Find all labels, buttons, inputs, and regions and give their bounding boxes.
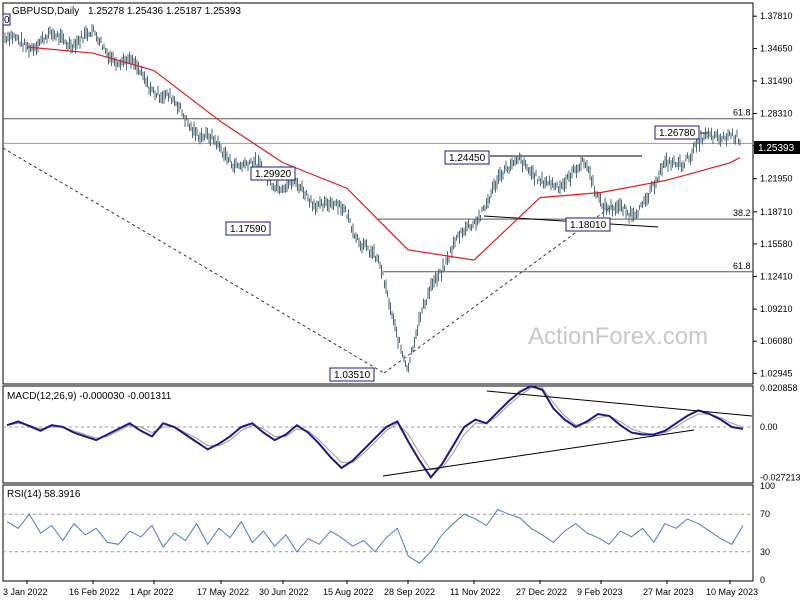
symbol-timeframe: GBPUSD,Daily [12, 6, 79, 17]
macd-tick-label: -0.027213 [760, 473, 800, 483]
macd-axis: 0.020858 0.00 -0.027213 [760, 383, 800, 483]
time-tick-label: 28 Sep 2022 [384, 587, 435, 597]
annotation-129920: 1.29920 [250, 166, 296, 181]
rsi-tick-label: 70 [760, 509, 770, 519]
macd-lower-trendline [382, 429, 695, 477]
time-tick-label: 27 Dec 2022 [516, 587, 567, 597]
time-tick-label: 17 May 2022 [197, 587, 249, 597]
price-tick-label: 1.09210 [760, 304, 793, 314]
price-tick-label: 1.18710 [760, 207, 793, 217]
rsi-tick-label: 100 [760, 481, 775, 491]
time-tick-label: 10 May 2023 [706, 587, 758, 597]
time-tick-label: 16 Feb 2022 [69, 587, 120, 597]
current-price-label: 1.25393 [758, 143, 795, 154]
rsi-panel [2, 484, 754, 582]
price-panel [2, 2, 754, 385]
watermark: ActionForex.com [528, 323, 708, 350]
ohlc-readout: 1.25278 1.25436 1.25187 1.25393 [88, 6, 241, 17]
annotation-label: 1.29920 [255, 169, 292, 180]
annotation-label: 1.24450 [449, 153, 486, 164]
current-price-tag: 1.25393 [754, 141, 800, 154]
price-tick-label: 1.15580 [760, 239, 793, 249]
price-tick-label: 1.28310 [760, 109, 793, 119]
moving-average-line [26, 46, 741, 261]
annotation-126780: 1.26780 [654, 125, 700, 140]
price-tick-label: 1.37810 [760, 11, 793, 21]
corner-label: 0 [4, 15, 10, 26]
corner-label-box [2, 13, 11, 26]
price-tick-label: 1.12410 [760, 271, 793, 281]
rsi-tick-label: 30 [760, 547, 770, 557]
dashed-trendline-down [2, 147, 385, 374]
time-tick-label: 3 Jan 2022 [3, 587, 48, 597]
time-axis: 3 Jan 2022 16 Feb 2022 1 Apr 2022 17 May 20… [3, 580, 758, 597]
rsi-level-lines [3, 513, 753, 553]
macd-main-line [6, 385, 744, 479]
annotation-117590: 1.17590 [225, 221, 271, 236]
annotation-118010: 1.18010 [565, 217, 611, 232]
time-tick-label: 1 Apr 2022 [130, 587, 174, 597]
time-tick-label: 11 Nov 2022 [450, 587, 500, 597]
annotation-label: 1.18010 [570, 220, 607, 231]
annotation-label: 1.26780 [659, 128, 696, 139]
fib-level-label: 61.8 [733, 261, 751, 271]
price-tick-label: 1.02945 [760, 368, 793, 378]
fib-level-label: 38.2 [733, 208, 751, 218]
fib-level-label: 61.8 [733, 108, 751, 118]
annotation-103510: 1.03510 [329, 367, 375, 382]
price-bars [4, 23, 741, 373]
macd-title: MACD(12,26,9) -0.000030 -0.001311 [7, 391, 172, 402]
annotation-label: 1.03510 [334, 370, 371, 381]
rsi-axis: 100 70 30 0 [760, 481, 775, 585]
fibonacci-levels: 61.8 38.2 61.8 [3, 108, 753, 273]
time-tick-label: 27 Mar 2023 [643, 587, 694, 597]
price-tick-label: 1.21950 [760, 174, 793, 184]
rsi-line [6, 508, 744, 564]
time-tick-label: 30 Jun 2022 [259, 587, 309, 597]
time-tick-label: 15 Aug 2022 [323, 587, 374, 597]
annotation-124450: 1.24450 [444, 150, 490, 165]
rsi-tick-label: 0 [760, 575, 765, 585]
macd-tick-label: 0.00 [760, 422, 778, 432]
time-tick-label: 9 Feb 2023 [577, 587, 623, 597]
price-tick-label: 1.31490 [760, 76, 793, 86]
annotation-label: 1.17590 [230, 224, 267, 235]
rsi-title: RSI(14) 58.3916 [7, 489, 81, 500]
dashed-trendline-up [383, 205, 613, 374]
macd-tick-label: 0.020858 [760, 383, 798, 393]
price-axis: 1.378101.346501.314901.283101.251501.219… [753, 11, 793, 378]
price-tick-label: 1.06080 [760, 336, 793, 346]
macd-upper-trendline [486, 390, 753, 417]
price-tick-label: 1.34650 [760, 44, 793, 54]
macd-signal-line [6, 387, 744, 471]
price-annotations: 1.29920 1.17590 1.24450 1.18010 1.26780 … [225, 125, 700, 382]
